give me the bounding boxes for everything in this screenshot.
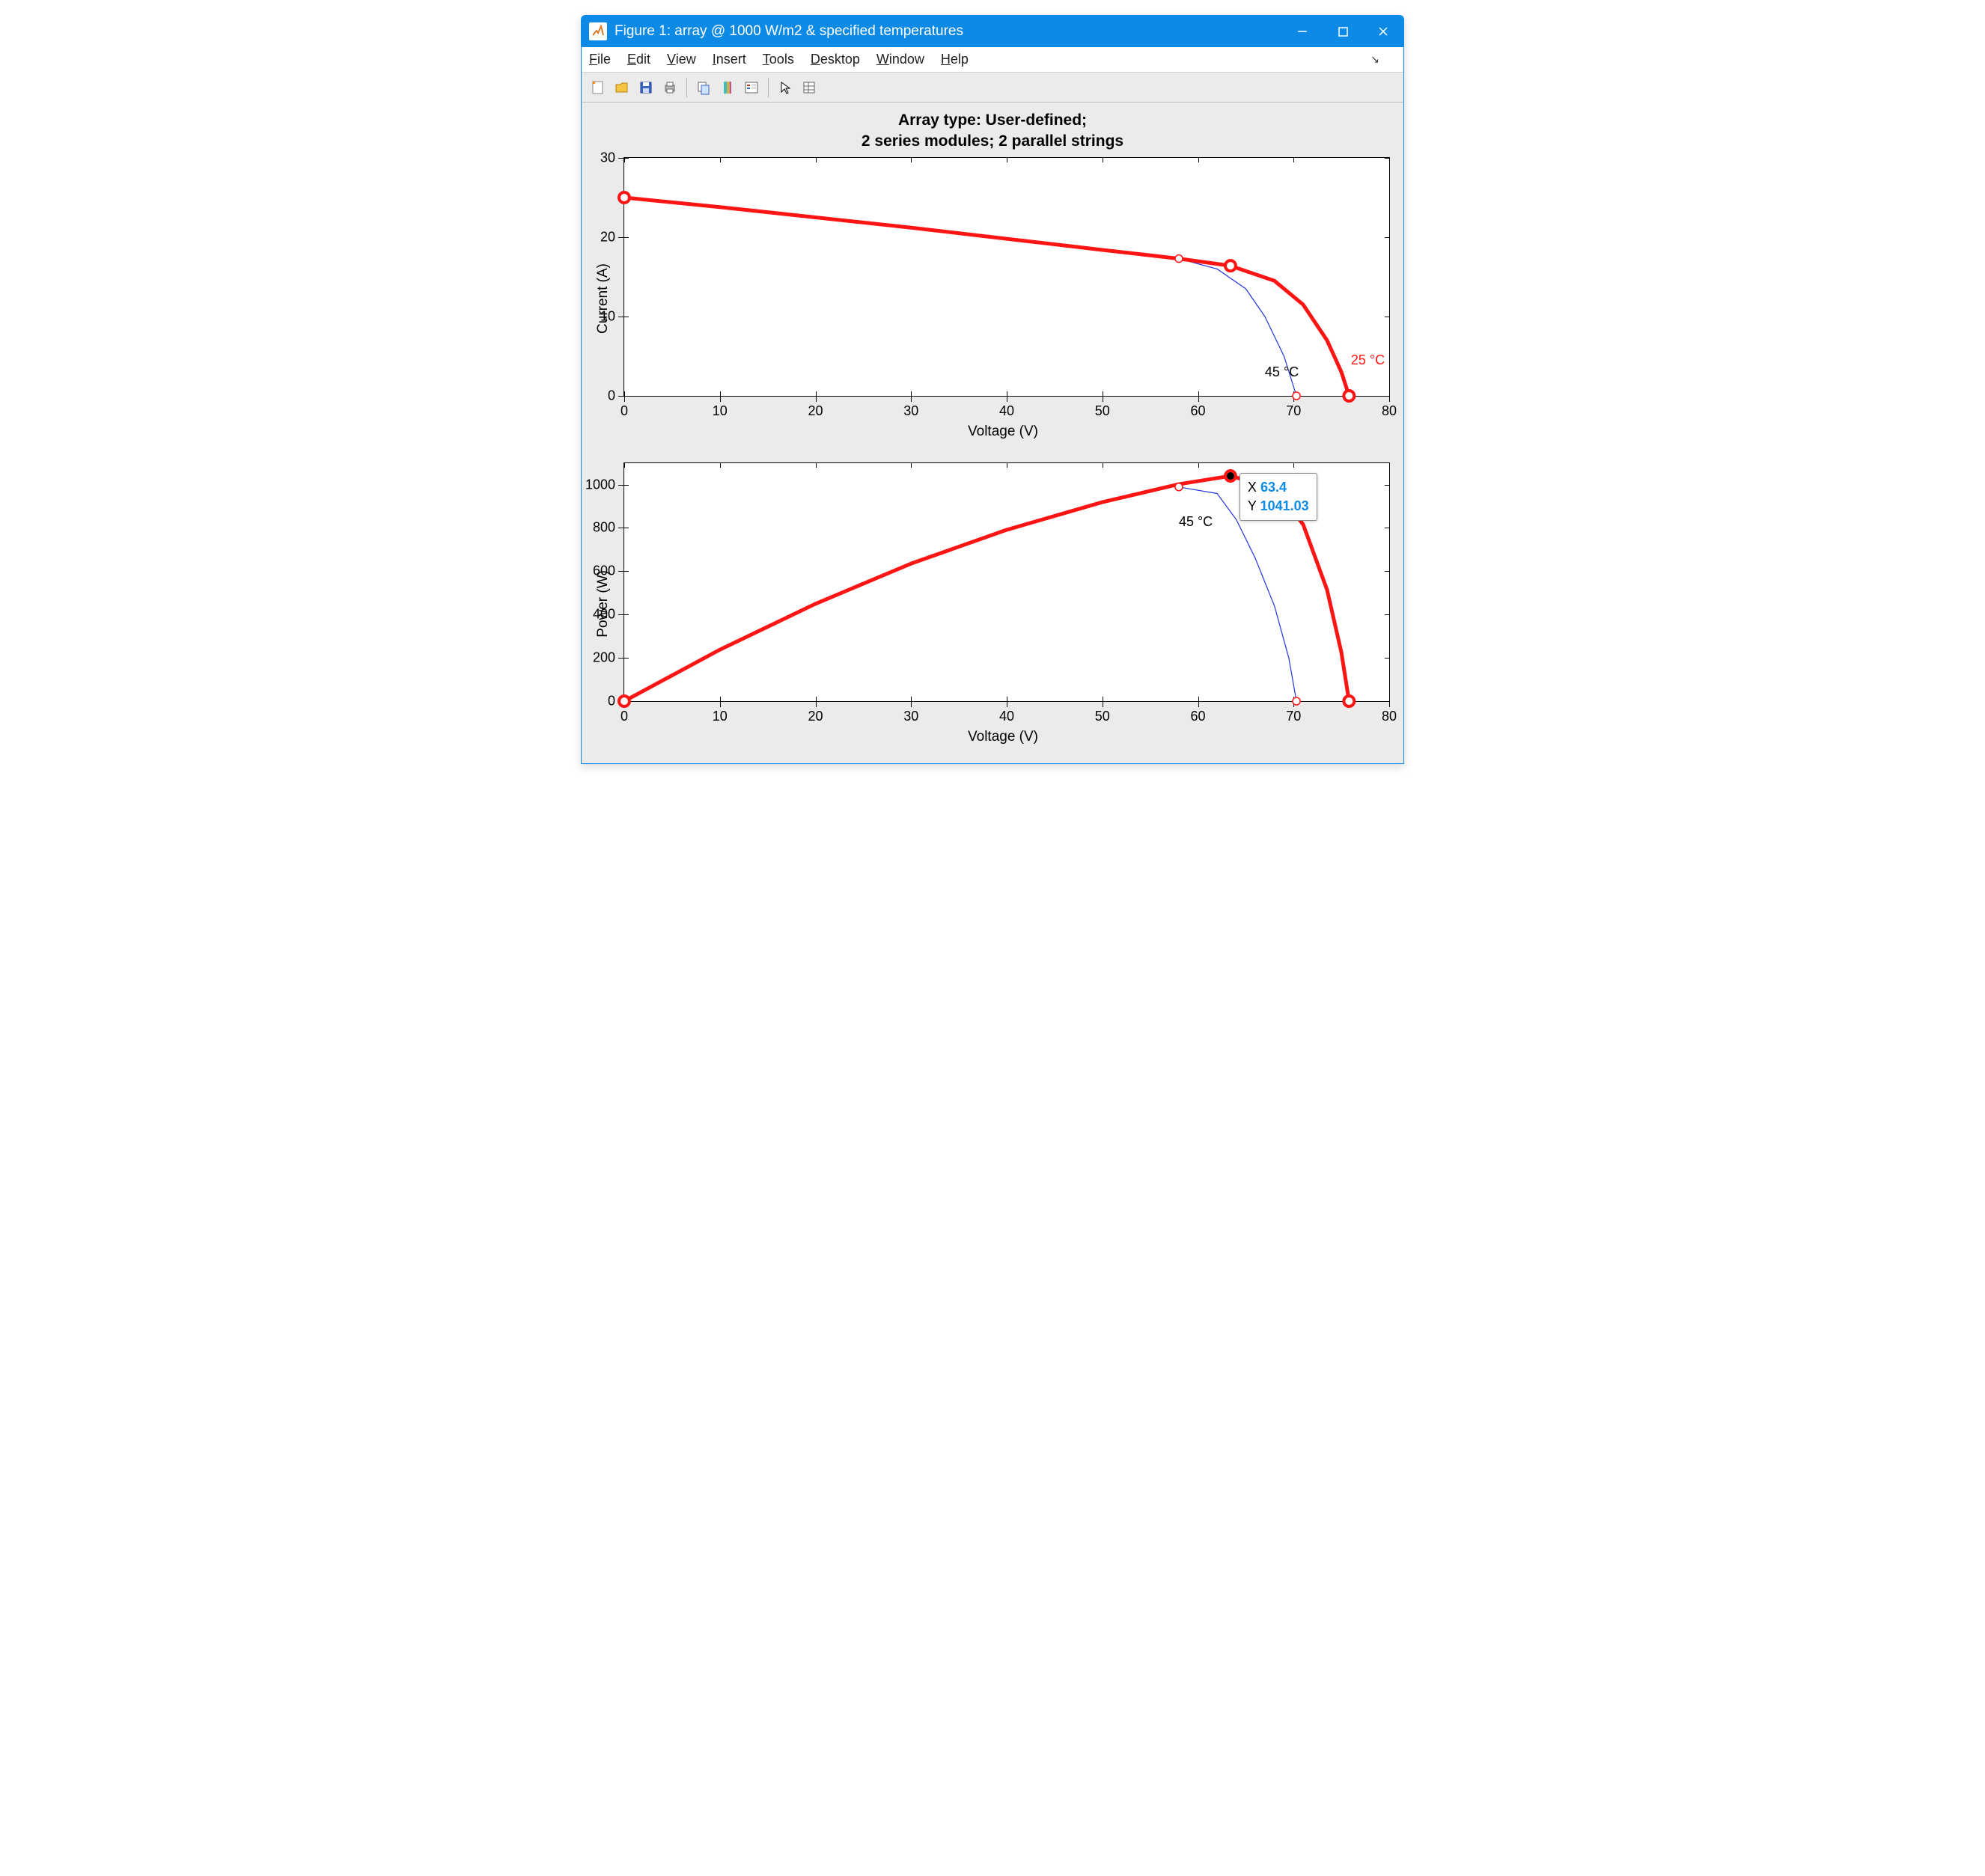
window-title: Figure 1: array @ 1000 W/m2 & specified … bbox=[615, 23, 963, 40]
xtick-label: 50 bbox=[1095, 709, 1110, 724]
pointer-icon[interactable] bbox=[775, 77, 796, 98]
menu-help[interactable]: Help bbox=[941, 52, 969, 67]
temperature-label: 45 °C bbox=[1179, 514, 1213, 530]
pv-xlabel: Voltage (V) bbox=[616, 729, 1390, 745]
xtick-label: 60 bbox=[1190, 403, 1205, 419]
figure-title: Array type: User-defined; 2 series modul… bbox=[595, 110, 1390, 153]
menu-view[interactable]: View bbox=[667, 52, 696, 67]
xtick-label: 20 bbox=[808, 403, 823, 419]
ytick-label: 10 bbox=[600, 308, 615, 324]
ytick-label: 20 bbox=[600, 229, 615, 245]
xtick-label: 10 bbox=[713, 403, 728, 419]
menu-file[interactable]: File bbox=[589, 52, 611, 67]
xtick-label: 20 bbox=[808, 709, 823, 724]
ytick-label: 800 bbox=[593, 520, 615, 536]
iv-xlabel: Voltage (V) bbox=[616, 424, 1390, 440]
figure-window: Figure 1: array @ 1000 W/m2 & specified … bbox=[581, 15, 1404, 764]
ytick-label: 30 bbox=[600, 150, 615, 165]
toolbar bbox=[582, 73, 1403, 103]
figure-area: Array type: User-defined; 2 series modul… bbox=[582, 103, 1403, 763]
temperature-label: 25 °C bbox=[1351, 352, 1385, 368]
pv-axes[interactable]: 020040060080010000102030405060708045 °CX… bbox=[623, 462, 1390, 702]
close-button[interactable] bbox=[1363, 16, 1403, 47]
titlebar: Figure 1: array @ 1000 W/m2 & specified … bbox=[582, 16, 1403, 47]
ytick-label: 1000 bbox=[585, 477, 615, 492]
xtick-label: 40 bbox=[999, 403, 1014, 419]
pv-plot: Power (W) 020040060080010000102030405060… bbox=[595, 462, 1390, 745]
xtick-label: 70 bbox=[1286, 403, 1301, 419]
menu-insert[interactable]: Insert bbox=[713, 52, 746, 67]
toolbar-separator bbox=[686, 78, 687, 97]
xtick-label: 10 bbox=[713, 709, 728, 724]
menu-window[interactable]: Window bbox=[876, 52, 924, 67]
datatip-y-label: Y bbox=[1248, 498, 1257, 513]
temperature-label: 45 °C bbox=[1265, 364, 1299, 380]
menu-edit[interactable]: Edit bbox=[627, 52, 650, 67]
xtick-label: 30 bbox=[903, 709, 918, 724]
ytick-label: 200 bbox=[593, 650, 615, 665]
iv-plot: Current (A) 01020300102030405060708025 °… bbox=[595, 157, 1390, 440]
menubar: File Edit View Insert Tools Desktop Wind… bbox=[582, 47, 1403, 73]
xtick-label: 70 bbox=[1286, 709, 1301, 724]
menu-tools[interactable]: Tools bbox=[763, 52, 794, 67]
xtick-label: 80 bbox=[1382, 403, 1397, 419]
xtick-label: 40 bbox=[999, 709, 1014, 724]
datatip-x-label: X bbox=[1248, 480, 1257, 495]
dock-icon[interactable]: ↘ bbox=[1370, 53, 1379, 66]
matlab-icon bbox=[589, 22, 607, 40]
figure-title-line1: Array type: User-defined; bbox=[595, 110, 1390, 131]
save-icon[interactable] bbox=[635, 77, 656, 98]
ytick-label: 600 bbox=[593, 563, 615, 579]
xtick-label: 0 bbox=[620, 709, 628, 724]
xtick-label: 80 bbox=[1382, 709, 1397, 724]
ytick-label: 400 bbox=[593, 607, 615, 623]
legend-icon[interactable] bbox=[741, 77, 762, 98]
datatip[interactable]: X 63.4Y 1041.03 bbox=[1240, 473, 1317, 521]
new-figure-icon[interactable] bbox=[588, 77, 609, 98]
xtick-label: 50 bbox=[1095, 403, 1110, 419]
ytick-label: 0 bbox=[608, 388, 615, 403]
xtick-label: 0 bbox=[620, 403, 628, 419]
pv-ylabel: Power (W) bbox=[595, 570, 616, 638]
toolbar-separator bbox=[768, 78, 769, 97]
iv-axes[interactable]: 01020300102030405060708025 °C45 °C bbox=[623, 157, 1390, 397]
maximize-button[interactable] bbox=[1323, 16, 1363, 47]
print-preview-icon[interactable] bbox=[693, 77, 714, 98]
xtick-label: 30 bbox=[903, 403, 918, 419]
print-icon[interactable] bbox=[659, 77, 680, 98]
datatip-x-value: 63.4 bbox=[1260, 480, 1287, 495]
minimize-button[interactable] bbox=[1282, 16, 1323, 47]
menu-desktop[interactable]: Desktop bbox=[811, 52, 860, 67]
figure-title-line2: 2 series modules; 2 parallel strings bbox=[595, 131, 1390, 152]
ytick-label: 0 bbox=[608, 693, 615, 709]
datatip-y-value: 1041.03 bbox=[1260, 498, 1309, 513]
color-order-icon[interactable] bbox=[717, 77, 738, 98]
xtick-label: 60 bbox=[1190, 709, 1205, 724]
properties-icon[interactable] bbox=[799, 77, 820, 98]
open-icon[interactable] bbox=[612, 77, 632, 98]
